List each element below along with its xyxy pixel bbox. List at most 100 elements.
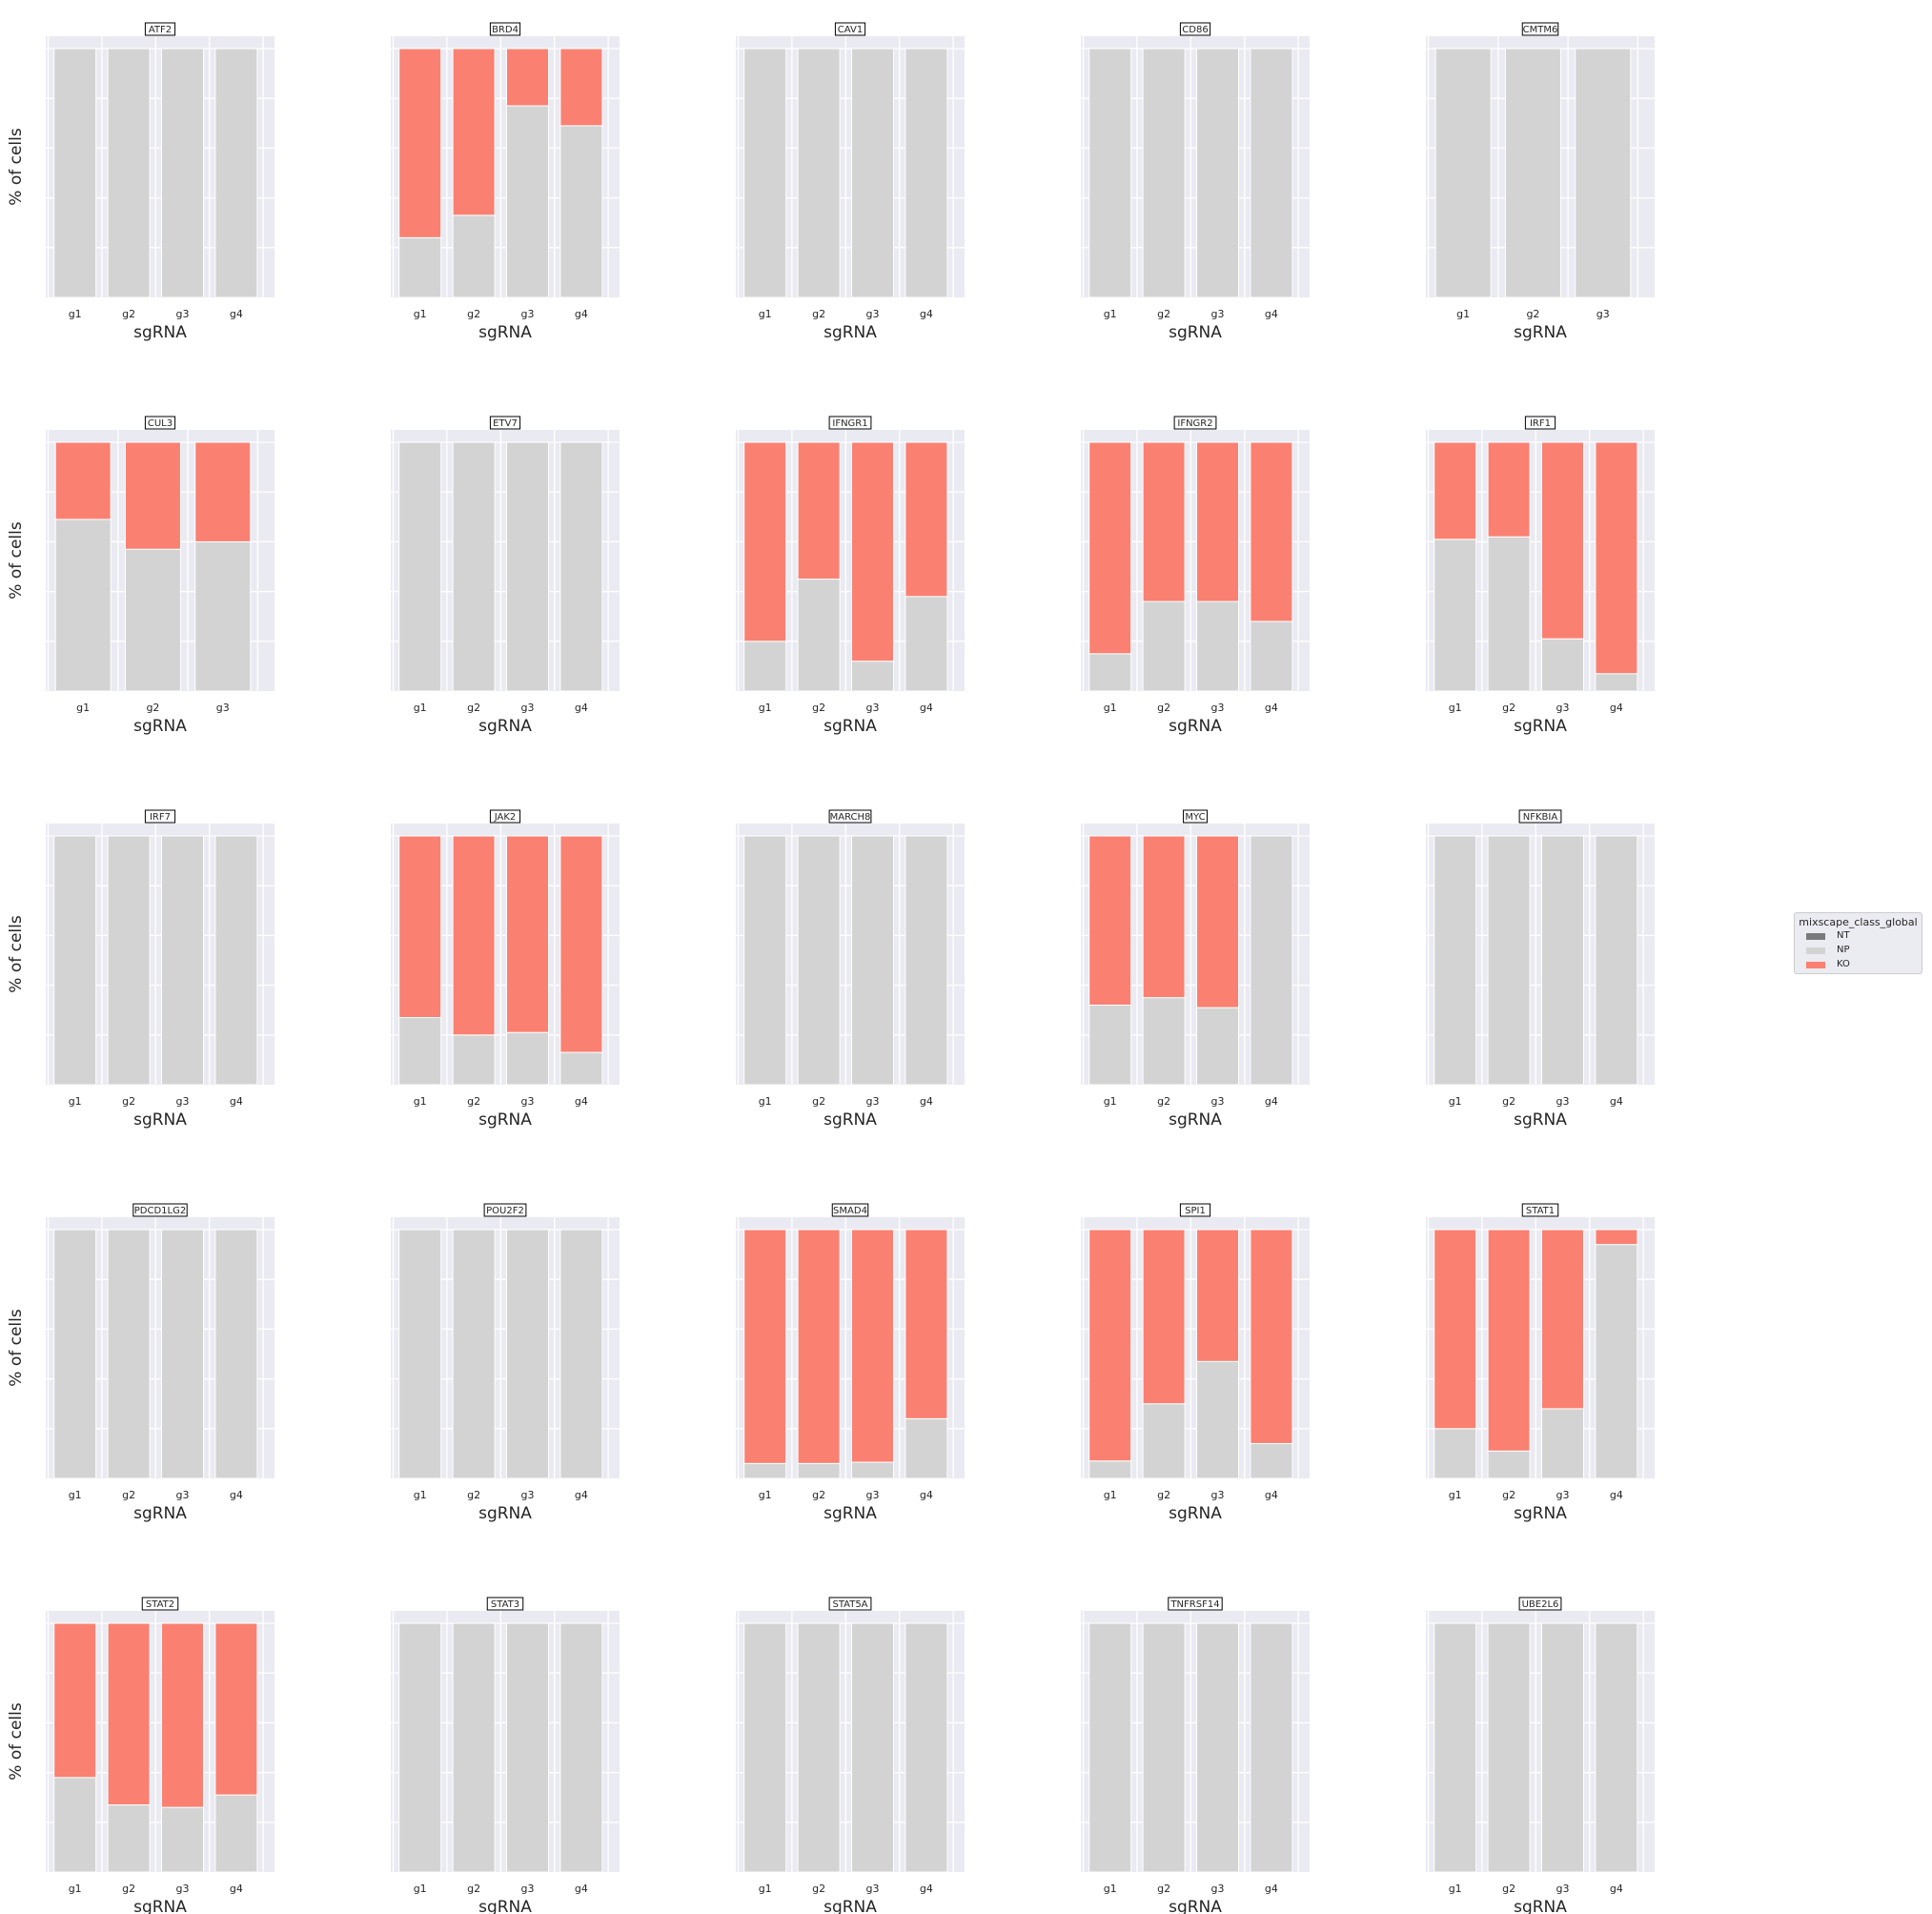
x-tick-label: g1 [69, 1489, 82, 1501]
panel-etv7: g1 g2 g3 g4 ETV7 sgRNA [391, 416, 620, 736]
bar-ko-g4 [214, 1622, 258, 1796]
bar-ko-g3 [1196, 835, 1239, 1008]
x-tick-label: g2 [812, 1489, 825, 1501]
panel-title-box [144, 809, 176, 824]
x-tick-label: g2 [122, 1489, 135, 1501]
x-tick-label: g2 [122, 1095, 135, 1108]
bar-np-g4 [1595, 835, 1638, 1086]
bar-np-g3 [161, 48, 204, 298]
x-tick-label: g3 [176, 1883, 190, 1895]
bar-ko-g3 [1196, 441, 1239, 602]
x-axis-label: sgRNA [824, 1898, 877, 1914]
bar-np-g1 [1088, 48, 1132, 298]
bar-np-g3 [161, 1806, 204, 1873]
panel-title-box [1183, 809, 1208, 824]
x-tick-label: g3 [866, 1095, 880, 1108]
x-tick-label: g3 [1556, 702, 1570, 714]
bar-np-g4 [1595, 1244, 1638, 1479]
bar-ko-g2 [797, 441, 841, 580]
bar-ko-g2 [124, 441, 181, 550]
bar-ko-g3 [161, 1622, 204, 1808]
panel-title: IRF7 [150, 812, 171, 823]
bar-np-g2 [1487, 1450, 1531, 1479]
x-tick-label: g1 [69, 1883, 82, 1895]
panel-title-box [828, 416, 872, 430]
bar-np-g1 [1434, 1428, 1477, 1479]
x-axis-label: sgRNA [1169, 1898, 1222, 1914]
bar-np-g4 [1250, 1442, 1293, 1479]
x-tick-label: g2 [467, 1489, 480, 1501]
bar-np-g4 [1250, 835, 1293, 1086]
panel-title: UBE2L6 [1522, 1599, 1559, 1610]
bar-ko-g3 [1196, 1229, 1239, 1362]
bar-np-g1 [1434, 835, 1477, 1086]
x-tick-label: g3 [866, 702, 880, 714]
bar-np-g2 [1487, 835, 1531, 1086]
bar-ko-g3 [194, 441, 252, 542]
bar-np-g3 [851, 661, 894, 692]
panel-title-box [1179, 1203, 1211, 1217]
bar-np-g1 [54, 519, 112, 692]
y-axis-label: % of cells [7, 1309, 26, 1387]
panel-title: MYC [1185, 812, 1205, 823]
x-tick-label: g1 [759, 1489, 772, 1501]
x-tick-label: g1 [759, 1095, 772, 1108]
x-tick-label: g1 [1449, 702, 1462, 714]
bar-ko-g1 [743, 1229, 787, 1464]
panel-title-box [144, 22, 176, 36]
bar-np-g2 [1142, 601, 1186, 692]
x-tick-label: g1 [414, 1095, 427, 1108]
panel-title-box [132, 1203, 188, 1217]
bar-np-g3 [506, 1229, 549, 1479]
x-tick-label: g3 [1211, 308, 1225, 320]
bar-np-g2 [452, 1622, 496, 1873]
x-tick-label: g4 [920, 1095, 933, 1108]
panel-title-box [1168, 1597, 1223, 1611]
panel-title-box [1518, 809, 1562, 824]
x-axis-label: sgRNA [133, 323, 187, 342]
legend-label-nt: NT [1837, 930, 1850, 941]
bar-ko-g2 [107, 1622, 151, 1806]
x-tick-label: g4 [1265, 702, 1278, 714]
x-tick-label: g2 [1526, 308, 1539, 320]
x-tick-label: g2 [122, 1883, 135, 1895]
x-tick-label: g4 [1265, 1489, 1278, 1501]
panel-title-box [828, 1597, 872, 1611]
panel-title: CD86 [1182, 25, 1208, 35]
x-axis-label: sgRNA [824, 1110, 877, 1130]
x-tick-label: g3 [176, 1489, 190, 1501]
bar-ko-g1 [1434, 441, 1477, 540]
bar-np-g4 [1250, 621, 1293, 692]
panel-title: SPI1 [1185, 1206, 1206, 1216]
bar-np-g1 [1088, 1460, 1132, 1479]
bar-ko-g3 [1541, 441, 1584, 640]
legend: mixscape_class_global NT NP KO [1794, 912, 1922, 974]
panel-spi1: g1 g2 g3 g4 SPI1 sgRNA [1081, 1203, 1310, 1523]
bar-ko-g1 [398, 48, 442, 238]
panel-title: CAV1 [838, 25, 863, 35]
bar-np-g2 [1142, 1403, 1186, 1479]
x-tick-label: g3 [1556, 1095, 1570, 1108]
bar-np-g2 [1504, 48, 1561, 298]
panel-ifngr2: g1 g2 g3 g4 IFNGR2 sgRNA [1081, 416, 1310, 736]
x-tick-label: g4 [1610, 1095, 1623, 1108]
bar-np-g4 [1595, 1622, 1638, 1873]
bar-np-g3 [506, 1031, 549, 1086]
bar-ko-g4 [905, 1229, 948, 1419]
panel-irf7: g1 g2 g3 g4 IRF7 sgRNA % of cells [7, 809, 275, 1130]
x-tick-label: g3 [521, 1489, 535, 1501]
panel-title: ETV7 [493, 418, 518, 429]
bar-ko-g1 [54, 441, 112, 520]
x-tick-label: g1 [1104, 1883, 1117, 1895]
x-tick-label: g3 [866, 308, 880, 320]
bar-np-g2 [797, 1462, 841, 1479]
x-tick-label: g2 [1502, 1095, 1515, 1108]
bar-np-g1 [1434, 1622, 1477, 1873]
panel-title-box [831, 1203, 869, 1217]
bar-np-g3 [1575, 48, 1632, 298]
x-tick-label: g1 [1449, 1883, 1462, 1895]
bar-np-g2 [1142, 997, 1186, 1086]
panel-ifngr1: g1 g2 g3 g4 IFNGR1 sgRNA [736, 416, 965, 736]
panel-title: STAT2 [146, 1599, 174, 1610]
x-tick-label: g3 [1556, 1883, 1570, 1895]
